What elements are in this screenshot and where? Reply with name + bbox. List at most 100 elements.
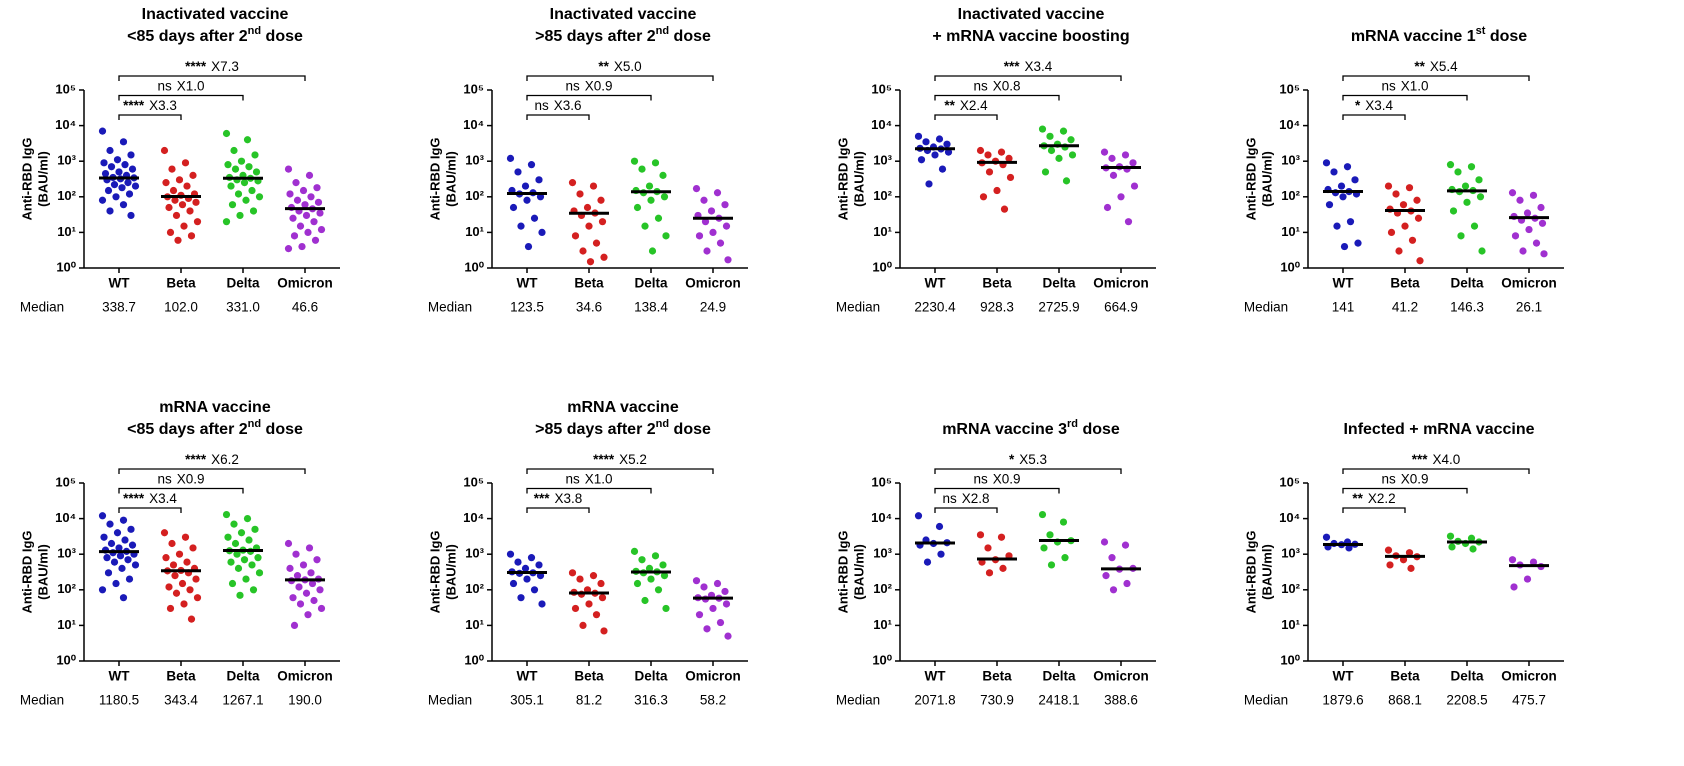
y-tick-label: 10¹ [873,224,892,239]
y-tick-label: 10⁰ [464,652,484,667]
data-point [641,596,649,605]
median-value: 331.0 [226,300,260,315]
data-point [293,196,302,204]
fold-change: X7.3 [211,59,239,74]
x-tick-label: Delta [1042,669,1076,684]
title-part: dose [261,28,303,45]
y-tick-label: 10⁵ [871,81,892,96]
data-point [299,186,308,195]
data-point [1005,154,1013,162]
fold-change: X3.3 [149,98,177,113]
median-value: 58.2 [700,693,726,708]
data-point [1384,182,1393,190]
comparison-bracket [934,75,1122,81]
data-point [633,579,642,588]
data-point [237,157,246,165]
data-point [659,561,667,569]
data-point [169,561,178,569]
data-point [1529,191,1538,199]
y-tick-label: 10² [873,188,892,203]
data-point [289,214,297,222]
data-point [1046,132,1054,140]
data-point [1392,190,1400,198]
data-point [1448,543,1456,551]
comparison-label: ns X3.6 [534,98,581,113]
median-value: 26.1 [1516,300,1542,315]
data-point [1038,125,1047,133]
y-tick-label: 10⁵ [1279,474,1300,489]
significance: *** [1004,59,1021,74]
data-point [944,148,953,156]
y-tick-label: 10³ [57,546,76,561]
data-point [131,182,140,190]
data-point [633,203,642,212]
data-point [100,159,108,167]
data-point [234,564,243,572]
data-point [308,579,317,588]
data-point [917,156,926,164]
y-tick-label: 10⁵ [463,474,484,489]
data-point [1330,168,1338,176]
data-point [1343,163,1352,171]
data-point [938,165,947,173]
data-point [1414,214,1423,222]
comparison-label: ns X1.0 [157,78,204,93]
data-point [1100,538,1109,546]
data-point [101,169,110,178]
y-tick-label: 10⁴ [1279,117,1300,132]
comparison-bracket [934,114,998,120]
panel-title: mRNA vaccine [567,399,679,416]
data-point [125,575,134,583]
x-tick-label: Delta [1042,276,1076,291]
median-value: 123.5 [510,300,544,315]
data-point [293,572,302,580]
comparison-label: *** X3.8 [534,491,583,506]
data-point [592,239,601,247]
title-superscript: st [1476,25,1486,37]
data-point [709,228,717,236]
x-tick-label: Omicron [277,669,333,684]
y-tick-label: 10⁵ [55,474,76,489]
data-point [585,600,593,608]
data-point [192,575,200,583]
comparison-label: *** X4.0 [1412,452,1461,467]
data-point [189,171,197,179]
median-value: 343.4 [164,693,198,708]
comparison-bracket [934,94,1060,101]
fold-change: X0.9 [993,471,1021,486]
data-point [124,179,132,187]
data-point [1532,239,1541,247]
comparison-label: ns X1.0 [1381,78,1428,93]
data-point [166,604,175,613]
median-value: 2725.9 [1038,300,1079,315]
x-tick-label: WT [925,669,947,684]
y-tick-label: 10⁰ [56,259,76,274]
data-point [193,218,202,226]
data-point [228,579,237,588]
data-point [1040,544,1048,552]
y-tick-label: 10³ [465,153,484,168]
median-heading: Median [428,300,472,315]
data-point [523,196,531,204]
comparison-bracket [118,75,306,81]
data-point [127,151,135,159]
data-point [230,146,238,155]
data-point [1130,182,1139,190]
data-point [254,554,262,562]
data-point [107,539,116,548]
comparison-bracket [934,507,998,513]
significance: **** [185,452,207,467]
data-point [651,159,660,167]
comparison-label: ns X1.0 [565,471,612,486]
data-point [943,140,951,148]
data-point [249,586,258,594]
data-point [1408,236,1417,244]
data-point [692,577,701,585]
data-point [506,154,515,162]
data-point [128,541,137,549]
data-point [245,163,253,171]
fold-change: X5.4 [1430,59,1458,74]
fold-change: X2.2 [1368,491,1396,506]
median-value: 1879.6 [1322,693,1363,708]
data-point [713,579,722,588]
